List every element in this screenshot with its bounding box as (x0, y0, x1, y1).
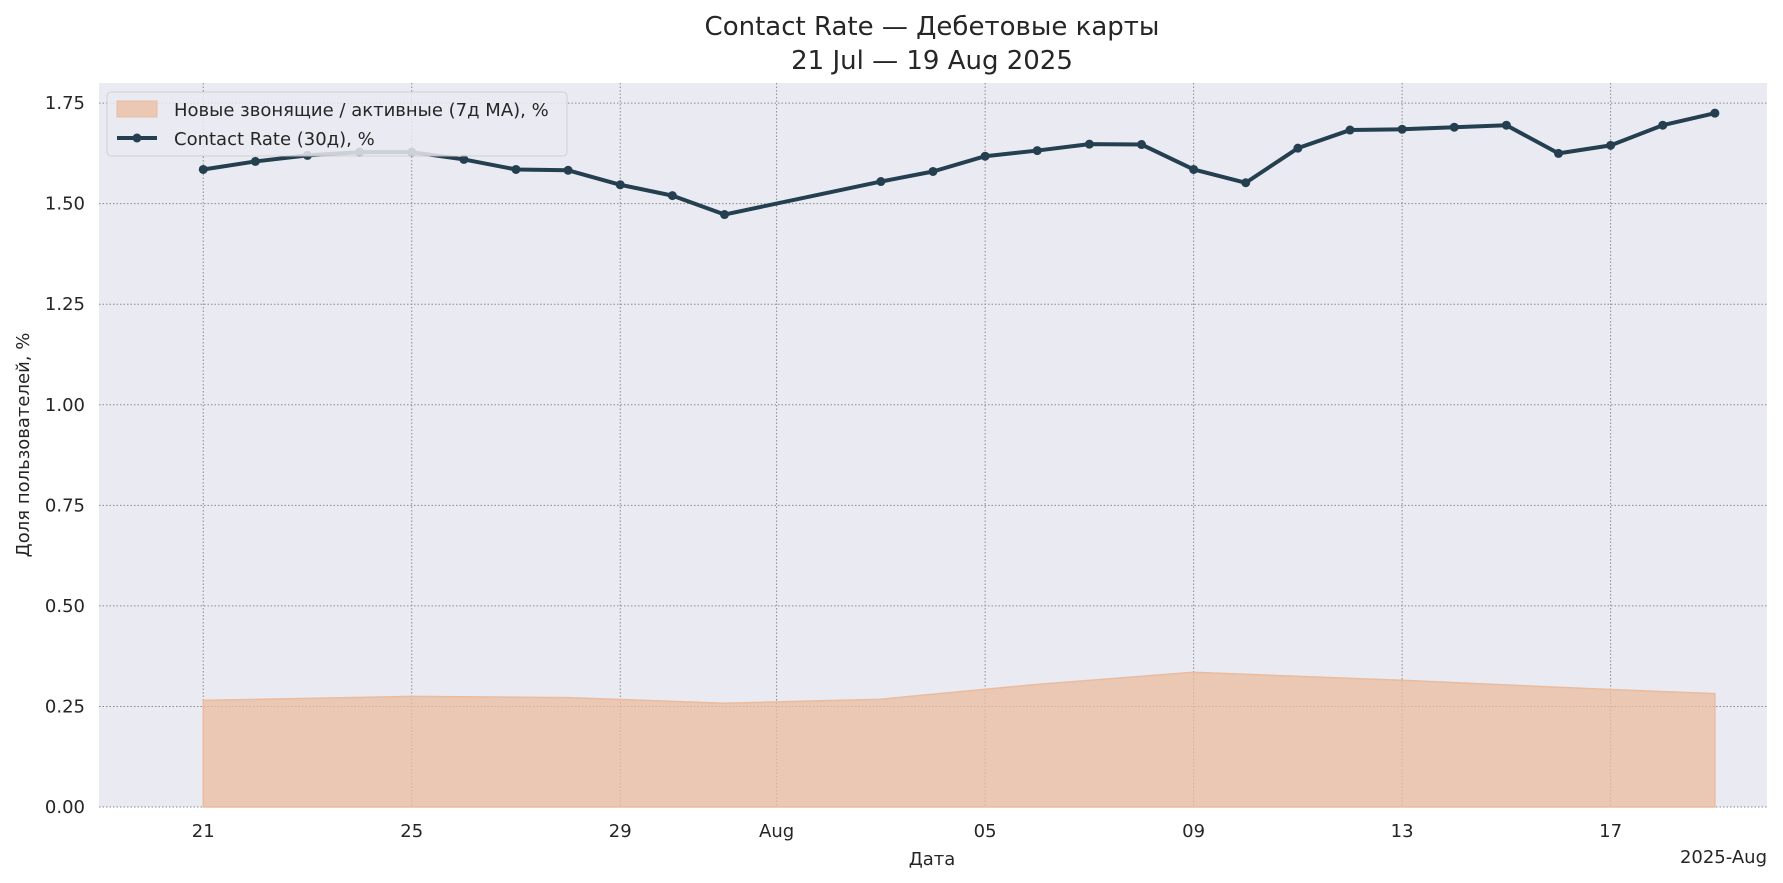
x-tick-label: Aug (759, 821, 794, 842)
area-fill (202, 671, 1716, 808)
contact-rate-point (459, 154, 469, 164)
legend-area-label: Новые звонящие / активные (7д MA), % (174, 100, 549, 121)
x-tick-label: 09 (1182, 821, 1205, 842)
contact-rate-point (1710, 108, 1720, 118)
contact-rate-point (1397, 124, 1407, 134)
y-tick-labels: 0.00 0.25 0.50 0.75 1.00 1.25 1.50 1.75 (45, 93, 85, 818)
contact-rate-point (615, 180, 625, 190)
contact-rate-point (1449, 122, 1459, 132)
contact-rate-point (563, 165, 573, 175)
legend-area-swatch (116, 100, 158, 118)
contact-rate-point (511, 164, 521, 174)
legend-line-marker (132, 133, 142, 143)
contact-rate-point (876, 177, 886, 187)
y-tick-label: 1.00 (45, 395, 85, 416)
chart-title: Contact Rate — Дебетовые карты (705, 12, 1160, 42)
x-tick-label: 17 (1599, 821, 1622, 842)
y-tick-label: 0.75 (45, 495, 85, 516)
x-axis-label: Дата (909, 849, 956, 870)
chart-subtitle: 21 Jul — 19 Aug 2025 (791, 46, 1073, 76)
contact-rate-point (198, 164, 208, 174)
contact-rate-point (1032, 146, 1042, 156)
contact-rate-point (1084, 139, 1094, 149)
x-tick-label: 21 (192, 821, 215, 842)
contact-rate-point (1606, 140, 1616, 150)
contact-rate-point (1241, 178, 1251, 188)
contact-rate-point (720, 210, 729, 220)
y-tick-label: 0.25 (45, 696, 85, 717)
contact-rate-point (980, 151, 990, 161)
contact-rate-point (1345, 125, 1355, 135)
x-tick-label: 29 (609, 821, 632, 842)
contact-rate-point (1658, 120, 1668, 130)
y-tick-label: 1.75 (45, 93, 85, 114)
contact-rate-point (1293, 143, 1303, 153)
x-tick-label: 13 (1391, 821, 1414, 842)
y-axis-label: Доля пользователей, % (13, 333, 34, 558)
legend-line-label: Contact Rate (30д), % (174, 129, 375, 150)
y-tick-label: 0.00 (45, 797, 85, 818)
x-tick-label: 25 (400, 821, 423, 842)
contact-rate-point (667, 191, 677, 201)
y-tick-label: 1.25 (45, 294, 85, 315)
legend-box (106, 91, 568, 157)
x-tick-labels: 21 25 29 Aug 05 09 13 17 (192, 821, 1622, 842)
y-tick-label: 0.50 (45, 596, 85, 617)
x-offset-label: 2025-Aug (1680, 847, 1767, 868)
y-tick-label: 1.50 (45, 194, 85, 215)
contact-rate-point (250, 156, 260, 166)
legend: Новые звонящие / активные (7д MA), % Con… (106, 91, 568, 157)
x-tick-label: 05 (974, 821, 997, 842)
area-series (202, 671, 1716, 808)
contact-rate-point (1554, 148, 1563, 158)
contact-rate-point (928, 166, 938, 176)
contact-rate-point (1501, 120, 1511, 130)
contact-rate-point (1189, 164, 1199, 174)
contact-rate-point (1137, 140, 1146, 150)
